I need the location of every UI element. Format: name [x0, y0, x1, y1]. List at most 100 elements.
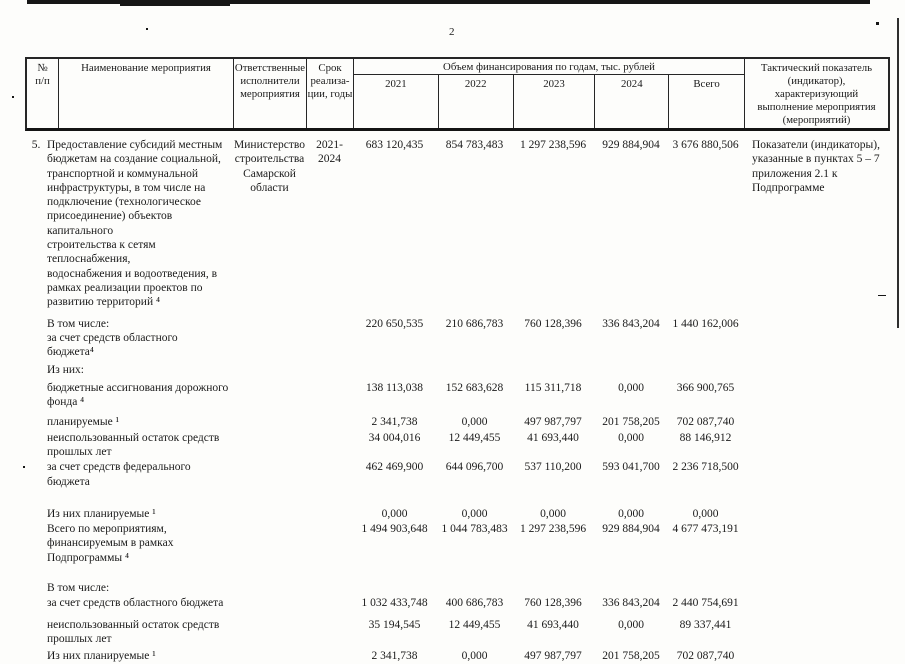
value-2023: 1 297 238,596 [519, 139, 587, 151]
tactical-indicator: Показатели (индикаторы), указанные в пун… [752, 139, 880, 194]
header-cell-number: № п/п [27, 59, 59, 128]
value-2022: 644 096,700 [445, 461, 504, 474]
value-2023: 760 128,396 [524, 597, 582, 610]
value-total: 366 900,765 [676, 381, 735, 394]
value-total: 89 337,441 [679, 618, 732, 631]
value-2024: 336 843,204 [602, 597, 660, 610]
value-2021: 2 341,738 [371, 416, 418, 429]
value-2021: 1 494 903,648 [361, 523, 428, 536]
value-2022: 0,000 [461, 507, 488, 520]
row-number: 5. [31, 139, 41, 151]
value-2024: 0,000 [618, 381, 644, 394]
value-2021: 0,000 [381, 507, 408, 520]
value-2021: 683 120,435 [365, 139, 424, 151]
value-2021: 2 341,738 [371, 650, 418, 663]
scan-artifact-top-line-2 [120, 0, 230, 6]
scan-artifact-speck-4 [23, 466, 25, 468]
header-cell-tactical-indicator: Тактический показатель (индикатор), хара… [757, 62, 876, 126]
scan-artifact-top-line [27, 0, 870, 4]
scan-artifact-speck-3 [12, 96, 14, 98]
value-2023: 497 987,797 [524, 416, 582, 429]
header-group-financing: Объем финансирования по годам, тыс. рубл… [354, 59, 745, 128]
budget-line-label: неиспользованный остаток средств прошлых… [47, 618, 220, 645]
value-total: 88 146,912 [679, 431, 732, 444]
table-row: планируемые ¹ 2 341,738 0,000 497 987,79… [25, 415, 905, 429]
table-body: 5. Предоставление субсидий местным бюдже… [25, 131, 905, 664]
value-2022: 12 449,455 [448, 431, 501, 444]
table-row: Из них: [25, 363, 905, 377]
header-cell-total: Всего [693, 78, 720, 90]
financing-year-row: 2021 2022 2023 2024 Всего [354, 75, 744, 128]
table-row: бюджетные ассигнования дорожного фонда ⁴… [25, 381, 905, 410]
table-row: неиспользованный остаток средств прошлых… [25, 431, 905, 460]
value-2021: 1 032 433,748 [361, 597, 428, 610]
value-2022: 152 683,628 [445, 381, 504, 394]
table-row: 5. Предоставление субсидий местным бюдже… [25, 138, 905, 310]
value-2021: 34 004,016 [368, 431, 421, 444]
value-total: 702 087,740 [676, 650, 735, 663]
table-row: Из них планируемые ¹ 0,000 0,000 0,000 0… [25, 507, 905, 521]
value-2024: 336 843,204 [602, 317, 660, 330]
value-2023: 497 987,797 [524, 650, 582, 663]
header-cell-year-2022: 2022 [439, 75, 514, 128]
financing-group-title: Объем финансирования по годам, тыс. рубл… [354, 59, 744, 75]
value-2024: 0,000 [618, 431, 644, 444]
value-2024: 201 758,205 [602, 650, 660, 663]
budget-line-label: Из них: [47, 364, 84, 377]
value-2024: 0,000 [618, 618, 644, 631]
value-2022: 210 686,783 [445, 317, 504, 330]
value-total: 3 676 880,506 [672, 139, 739, 151]
value-2023: 41 693,440 [527, 431, 579, 444]
value-2021: 138 113,038 [365, 381, 424, 394]
implementation-term: 2021-2024 [316, 139, 343, 166]
table-row: В том числе: за счет средств областного … [25, 317, 905, 360]
value-2023: 115 311,718 [524, 381, 582, 394]
budget-line-label: бюджетные ассигнования дорожного фонда ⁴ [47, 381, 229, 409]
value-total: 0,000 [692, 507, 719, 520]
budget-line-label: за счет средств федерального бюджета [47, 461, 191, 488]
budget-line-label: Из них планируемые ¹ [47, 507, 156, 520]
scan-artifact-right-line [897, 18, 899, 328]
value-2022: 12 449,455 [448, 618, 501, 631]
table-row: В том числе: [25, 581, 905, 595]
responsible-executor: Министерство строительства Самарской обл… [234, 139, 305, 194]
activity-name: Предоставление субсидий местным бюджетам… [47, 139, 223, 309]
value-2024: 929 884,904 [602, 139, 660, 151]
budget-line-label: В том числе: за счет средств областного … [47, 317, 178, 359]
value-total: 702 087,740 [676, 416, 735, 429]
header-cell-year-2024: 2024 [595, 75, 670, 128]
header-cell-year-2021: 2021 [354, 75, 439, 128]
scan-artifact-speck-2 [876, 22, 879, 25]
value-2021: 220 650,535 [365, 317, 424, 330]
value-2023: 1 297 238,596 [519, 523, 587, 536]
value-total: 2 440 754,691 [672, 597, 739, 610]
scan-artifact-speck-1 [146, 28, 148, 30]
value-2024: 201 758,205 [602, 416, 660, 429]
value-2021: 462 469,900 [365, 461, 424, 474]
value-2023: 41 693,440 [527, 618, 579, 631]
value-2022: 1 044 783,483 [441, 523, 508, 536]
value-2023: 760 128,396 [524, 317, 582, 330]
table-row: неиспользованный остаток средств прошлых… [25, 618, 905, 647]
budget-line-label: Из них планируемые ¹ [47, 650, 156, 663]
header-cell-responsible: Ответственные исполнители мероприятия [234, 59, 307, 128]
value-2024: 929 884,904 [602, 523, 660, 536]
value-total: 2 236 718,500 [672, 461, 739, 474]
value-2021: 35 194,545 [368, 618, 421, 631]
value-2022: 0,000 [461, 416, 488, 429]
value-2022: 0,000 [461, 650, 488, 663]
page-number: 2 [449, 26, 455, 38]
budget-line-label: за счет средств областного бюджета [47, 597, 224, 610]
value-2022: 400 686,783 [445, 597, 504, 610]
scan-artifact-dash [878, 295, 886, 296]
value-total: 4 677 473,191 [672, 523, 739, 536]
header-cell-activity-name: Наименование мероприятия [59, 59, 234, 128]
table-header: № п/п Наименование мероприятия Ответстве… [25, 57, 890, 131]
value-2022: 854 783,483 [445, 139, 504, 151]
header-cell-year-2023: 2023 [514, 75, 596, 128]
scanned-document-page: { "colors": { "ink": "#1a1a1a", "paper":… [12, 0, 899, 663]
value-2023: 537 110,200 [524, 461, 582, 474]
value-2023: 0,000 [540, 507, 566, 520]
budget-line-label: Всего по мероприятиям, финансируемым в р… [47, 523, 174, 564]
table-row: за счет средств федерального бюджета 462… [25, 460, 905, 489]
